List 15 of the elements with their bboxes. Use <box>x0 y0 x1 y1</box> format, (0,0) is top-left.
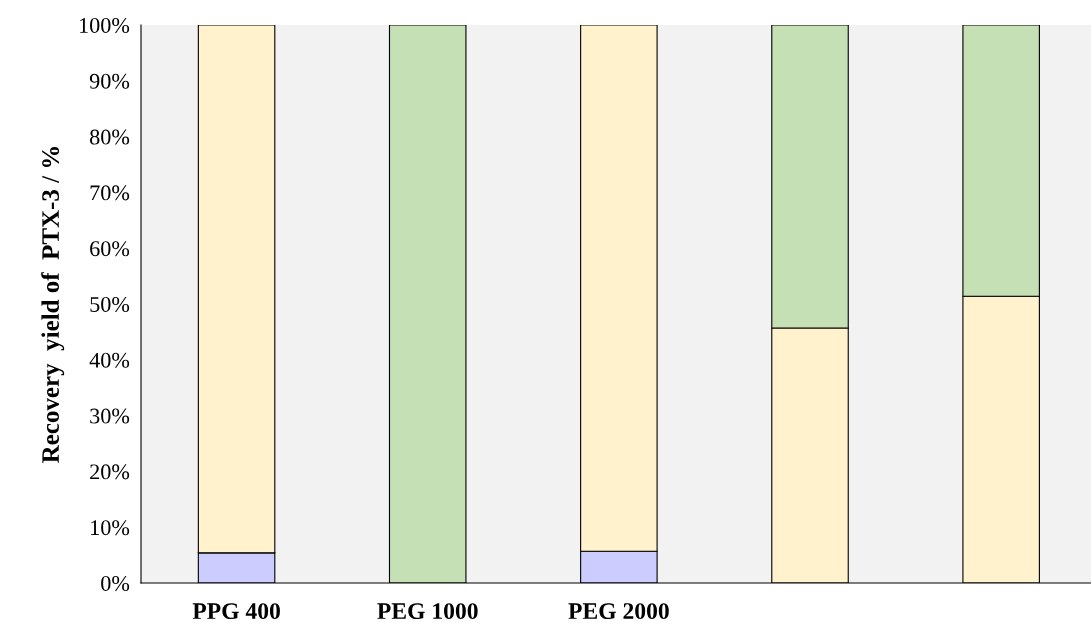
y-tick-label: 60% <box>90 241 130 257</box>
y-tick-label: 30% <box>90 408 130 424</box>
y-tick-label: 20% <box>90 464 130 480</box>
x-tick-label: PPG 400 <box>192 603 280 620</box>
x-tick-label: PEG 1000 <box>377 603 478 620</box>
y-axis-title: Recovery yield of PTX-3 / % <box>41 147 65 463</box>
y-tick-label: 90% <box>89 73 130 89</box>
y-tick-label: 70% <box>90 185 130 201</box>
y-tick-label: 10% <box>91 520 130 536</box>
y-tick-label: 50% <box>90 296 130 312</box>
y-tick-label: 40% <box>89 352 130 368</box>
y-tick-label: 0% <box>101 575 130 591</box>
y-tick-label: 80% <box>90 129 130 145</box>
y-tick-label: 100% <box>80 17 130 33</box>
x-tick-label: PEG 2000 <box>568 603 669 620</box>
